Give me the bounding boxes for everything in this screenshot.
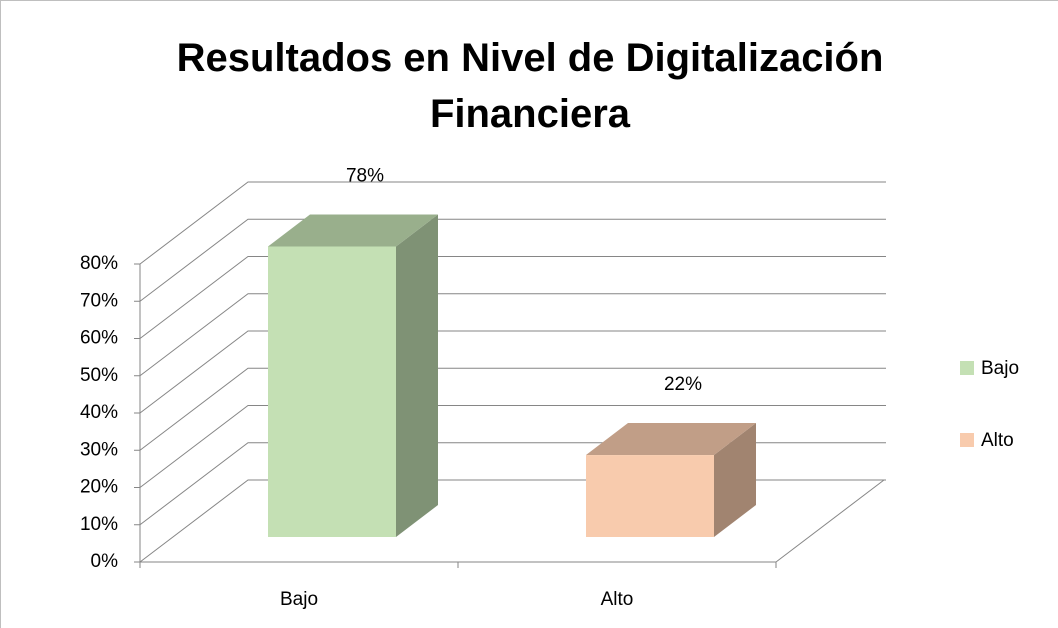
y-tick-label: 80%	[80, 253, 118, 274]
bar-top	[586, 423, 756, 456]
data-label: 22%	[664, 374, 702, 395]
x-tick-label: Bajo	[280, 589, 318, 610]
bar-side	[396, 214, 438, 537]
bar-top	[268, 214, 438, 247]
y-tick-label: 60%	[80, 328, 118, 349]
grid-line	[139, 218, 886, 302]
grid-line	[139, 405, 886, 488]
grid-line	[139, 181, 886, 265]
y-tick-label: 0%	[91, 551, 119, 572]
data-label: 78%	[346, 165, 384, 186]
y-tick-label: 30%	[80, 439, 118, 460]
bar	[586, 455, 714, 537]
x-tick-label: Alto	[601, 589, 634, 610]
bar	[268, 246, 396, 537]
grid-line	[139, 256, 886, 339]
grid-line	[139, 330, 886, 414]
grid-line	[139, 293, 886, 377]
legend-label: Alto	[981, 430, 1014, 451]
legend-swatch	[960, 361, 974, 375]
floor-edge	[775, 479, 885, 563]
bar-side	[714, 423, 756, 537]
grid-line	[139, 367, 886, 451]
legend-label: Bajo	[981, 358, 1019, 379]
grid-line	[139, 442, 886, 526]
y-tick-label: 40%	[80, 402, 118, 423]
y-tick-label: 70%	[80, 290, 118, 311]
y-tick-label: 20%	[80, 477, 118, 498]
chart-title: Resultados en Nivel de Digitalización Fi…	[176, 36, 884, 136]
legend-swatch	[960, 433, 974, 447]
y-tick-label: 10%	[80, 514, 118, 535]
y-tick-label: 50%	[80, 365, 118, 386]
grid-line	[139, 479, 886, 563]
